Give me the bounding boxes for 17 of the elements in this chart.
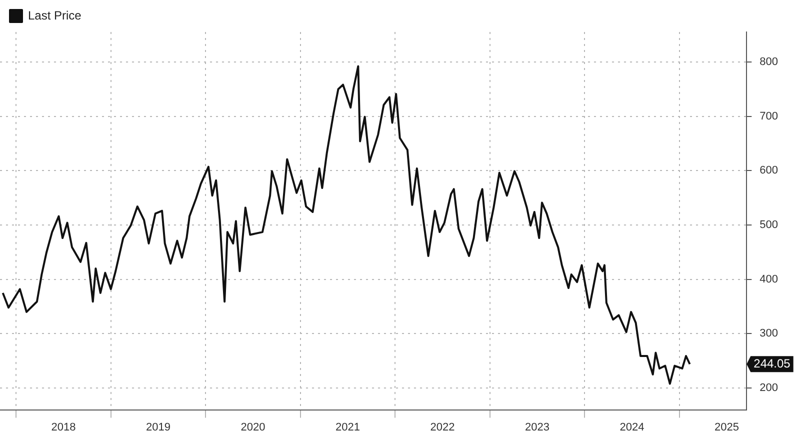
y-tick-label: 700 xyxy=(760,110,778,122)
x-tick-label: 2023 xyxy=(525,421,550,434)
y-tick-label: 400 xyxy=(760,273,778,286)
x-tick-label: 2024 xyxy=(620,421,644,434)
x-tick-label: 2018 xyxy=(51,421,76,434)
y-tick-label: 800 xyxy=(760,56,778,68)
legend-label: Last Price xyxy=(28,8,82,22)
y-tick-label: 500 xyxy=(760,219,778,232)
y-tick-label: 600 xyxy=(760,164,778,177)
x-tick-label: 2022 xyxy=(430,421,455,434)
y-tick-label: 200 xyxy=(760,382,778,394)
y-tick-label: 300 xyxy=(760,328,778,340)
x-tick-label: 2019 xyxy=(146,421,170,434)
text: 244.05 xyxy=(754,356,791,370)
x-tick-label: 2025 xyxy=(714,421,739,434)
x-tick-label: 2020 xyxy=(240,421,266,434)
x-tick-label: 2021 xyxy=(336,421,360,434)
